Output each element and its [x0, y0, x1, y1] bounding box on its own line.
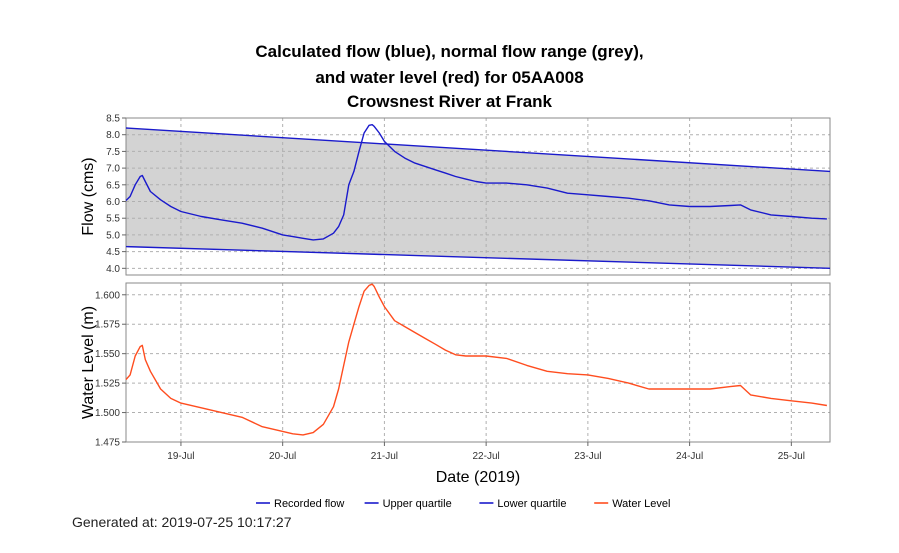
y-axis-label-1: Water Level (m): [80, 306, 97, 419]
y-tick-label: 7.0: [106, 164, 120, 175]
chart-title-line-1: Calculated flow (blue), normal flow rang…: [255, 42, 644, 61]
y-tick-label: 1.600: [95, 290, 120, 301]
y-tick-label: 7.5: [106, 147, 120, 158]
generated-timestamp: Generated at: 2019-07-25 10:17:27: [72, 514, 292, 530]
y-tick-label: 8.0: [106, 130, 120, 141]
y-tick-label: 6.5: [106, 180, 120, 191]
normal-flow-range: [126, 128, 830, 269]
x-tick-label: 24-Jul: [676, 451, 703, 462]
y-tick-label: 5.0: [106, 230, 120, 241]
y-tick-label: 4.0: [106, 264, 120, 275]
y-tick-label: 1.475: [95, 438, 120, 449]
y-tick-label: 4.5: [106, 247, 120, 258]
x-tick-label: 23-Jul: [574, 451, 601, 462]
x-axis-label: Date (2019): [436, 469, 521, 486]
legend-item-label: Water Level: [612, 498, 670, 510]
series-water-level: [125, 283, 828, 436]
x-tick-label: 20-Jul: [269, 451, 296, 462]
x-tick-label: 19-Jul: [167, 451, 194, 462]
y-tick-label: 5.5: [106, 214, 120, 225]
y-tick-label: 1.575: [95, 320, 120, 331]
series-lower-quartile: [125, 245, 831, 269]
y-tick-label: 1.525: [95, 379, 120, 390]
x-tick-label: 21-Jul: [371, 451, 398, 462]
plot-border-1: [125, 282, 831, 443]
y-tick-label: 6.0: [106, 197, 120, 208]
x-tick-label: 22-Jul: [473, 451, 500, 462]
y-axis-label-0: Flow (cms): [80, 157, 97, 235]
y-tick-label: 8.5: [106, 114, 120, 125]
legend-item-label: Lower quartile: [497, 498, 566, 510]
plot-area-1: [126, 283, 830, 442]
x-tick-label: 25-Jul: [778, 451, 805, 462]
chart-title-line-3: Crowsnest River at Frank: [346, 92, 552, 111]
series-recorded-flow: [125, 124, 827, 241]
plot-border-0: [125, 117, 831, 276]
y-tick-label: 1.500: [95, 408, 120, 419]
series-upper-quartile: [125, 127, 831, 173]
chart-title-line-2: and water level (red) for 05AA008: [315, 68, 584, 87]
legend-item-label: Upper quartile: [383, 498, 452, 510]
legend-item-label: Recorded flow: [274, 498, 344, 510]
y-tick-label: 1.550: [95, 349, 120, 360]
